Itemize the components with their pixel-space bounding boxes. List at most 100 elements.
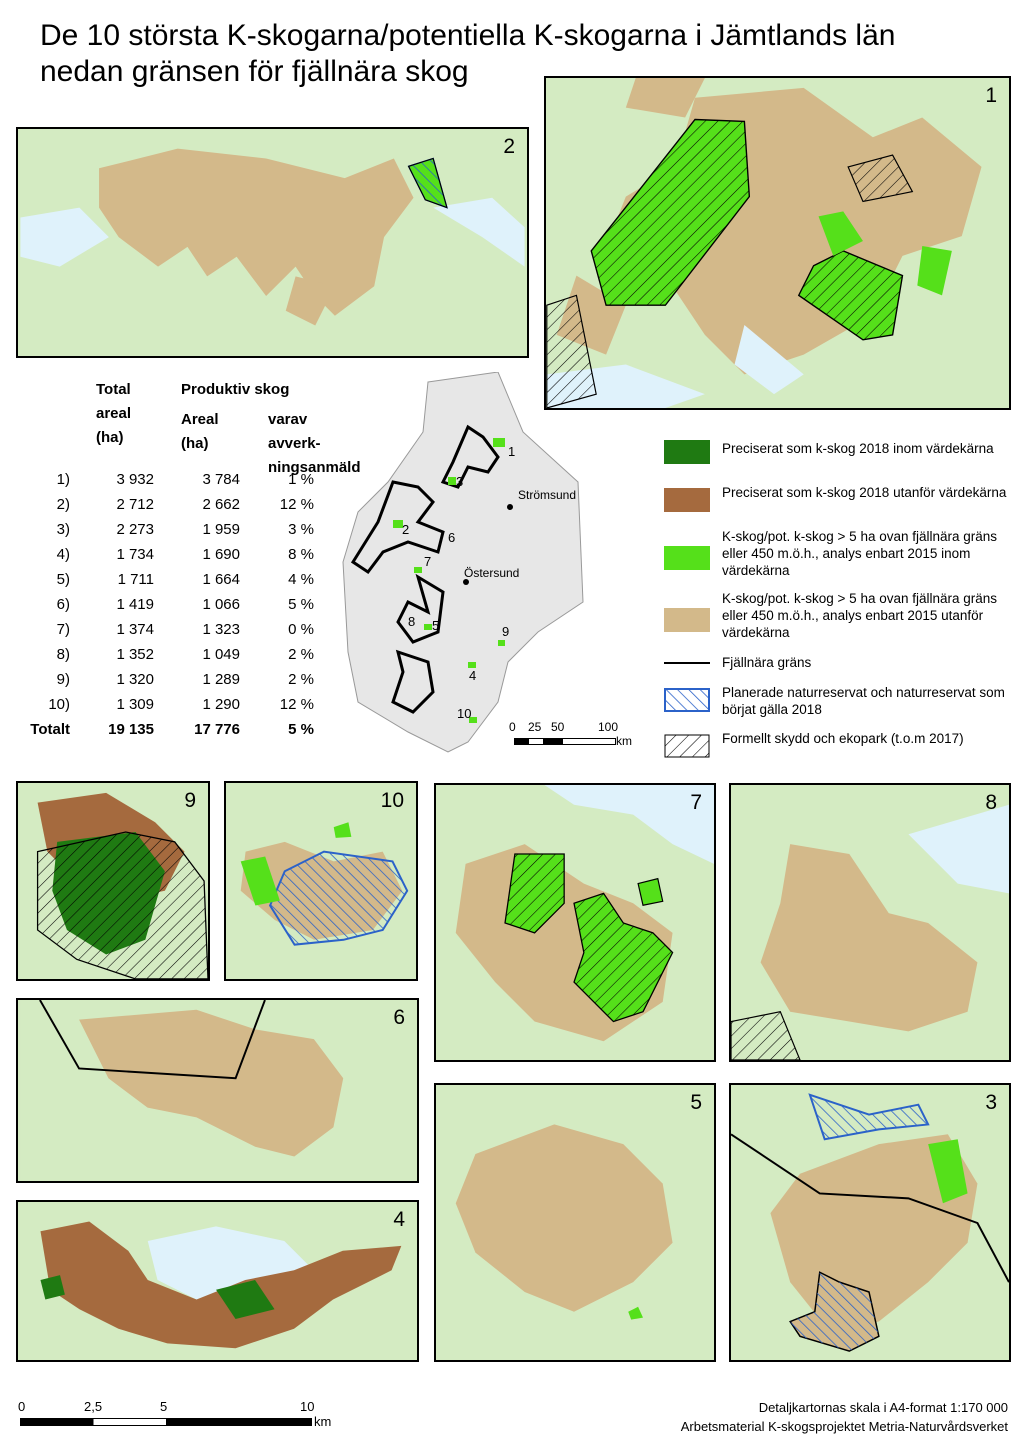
header-total-line: Total: [96, 381, 131, 398]
table-cell-id: 9): [56, 671, 70, 688]
legend-item: Preciserat som k-skog 2018 inom värdekär…: [662, 436, 1012, 476]
table-cell-areal: 1 066: [202, 596, 240, 613]
scale-label: 25: [528, 720, 542, 734]
table-cell-areal: 1 289: [202, 671, 240, 688]
scale-label: 10: [300, 1399, 315, 1414]
legend-label: Fjällnära gräns: [722, 655, 812, 670]
scale-unit: km: [314, 1414, 332, 1429]
detail-map-8-graphic: [731, 785, 1009, 1060]
legend-label: Planerade naturreservat och naturreserva…: [722, 685, 1005, 717]
legend-label: Preciserat som k-skog 2018 utanför värde…: [722, 485, 1007, 500]
credits: Detaljkartornas skala i A4-format 1:170 …: [681, 1398, 1008, 1436]
overview-map-graphic: [342, 371, 584, 753]
table-cell-pct: 0 %: [288, 621, 314, 638]
legend-swatch: [664, 662, 710, 664]
legend-swatch: [664, 608, 710, 632]
legend-item: Planerade naturreservat och naturreserva…: [662, 684, 1012, 724]
table-cell-pct: 5 %: [288, 596, 314, 613]
credits-line: Detaljkartornas skala i A4-format 1:170 …: [758, 1400, 1008, 1415]
site-number: 2: [402, 522, 410, 537]
detail-map-6: 6: [16, 998, 419, 1183]
table-row: 2) 2 712 2 662 12 %: [0, 493, 340, 517]
scale-bar: [20, 1418, 312, 1426]
table-cell-total: 2 273: [116, 521, 154, 538]
site-number: 1: [508, 444, 516, 459]
legend-label: Preciserat som k-skog 2018 inom värdekär…: [722, 441, 994, 456]
detail-map-1-graphic: [546, 78, 1009, 408]
detail-map-3-graphic: [731, 1085, 1009, 1360]
table-cell-areal: 1 959: [202, 521, 240, 538]
table-row: 3) 2 273 1 959 3 %: [0, 518, 340, 542]
detail-map-9: 9: [16, 781, 210, 981]
scale-unit: km: [616, 734, 632, 748]
table-cell-areal: 3 784: [202, 471, 240, 488]
table-cell-areal: 1 290: [202, 696, 240, 713]
detail-map-1: 1: [544, 76, 1011, 410]
detail-map-number: 6: [393, 1006, 405, 1029]
detail-map-7-graphic: [436, 785, 714, 1060]
scale-label: 50: [551, 720, 565, 734]
detail-map-number: 7: [690, 791, 702, 814]
table-cell-total: 1 711: [117, 571, 154, 588]
table-cell-pct: 3 %: [288, 521, 314, 538]
site-number: 5: [432, 618, 440, 633]
table-row: 10) 1 309 1 290 12 %: [0, 693, 340, 717]
detail-map-9-graphic: [18, 783, 208, 979]
table-cell-areal: 1 323: [202, 621, 240, 638]
scale-bar: [514, 738, 616, 745]
site-number: 9: [502, 624, 510, 639]
scale-label: 2,5: [84, 1399, 103, 1414]
detail-map-number: 4: [393, 1208, 405, 1231]
map-title: De 10 största K-skogarna/potentiella K-s…: [40, 18, 895, 90]
header-produktiv: Produktiv skog: [181, 381, 290, 398]
table-cell-areal: 1 049: [202, 646, 240, 663]
table-total-row: Totalt 19 135 17 776 5 %: [0, 718, 340, 742]
header-total-line: (ha): [96, 429, 124, 446]
site-number: 8: [408, 614, 416, 629]
table-cell-id: 10): [48, 696, 70, 713]
table-row: 8) 1 352 1 049 2 %: [0, 643, 340, 667]
scale-label: 5: [160, 1399, 168, 1414]
header-avverkning-line: ningsanmäld: [268, 459, 361, 476]
table-cell-areal: 1 664: [202, 571, 240, 588]
legend-item: K-skog/pot. k-skog > 5 ha ovan fjällnära…: [662, 528, 1012, 584]
title-line-2: nedan gränsen för fjällnära skog: [40, 55, 469, 88]
detail-map-8: 8: [729, 783, 1011, 1062]
detail-map-number: 8: [985, 791, 997, 814]
table-cell-total: 19 135: [108, 721, 154, 738]
table-cell-pct: 2 %: [288, 646, 314, 663]
table-row: 7) 1 374 1 323 0 %: [0, 618, 340, 642]
header-areal-line: Areal: [181, 411, 219, 428]
table-cell-pct: 8 %: [288, 546, 314, 563]
table-cell-id: 8): [56, 646, 70, 663]
detail-map-number: 2: [503, 135, 515, 158]
scale-label: 0: [18, 1399, 26, 1414]
table-cell-total: 2 712: [116, 496, 154, 513]
detail-map-10-graphic: [226, 783, 416, 979]
legend-swatch: [664, 488, 710, 512]
legend-label: K-skog/pot. k-skog > 5 ha ovan fjällnära…: [722, 591, 998, 640]
header-total-line: areal: [96, 405, 132, 422]
detail-map-number: 5: [690, 1091, 702, 1114]
detail-map-number: 9: [184, 789, 196, 812]
table-row: 9) 1 320 1 289 2 %: [0, 668, 340, 692]
header-avverkning-line: varav avverk-: [268, 411, 321, 452]
legend-swatch: [664, 440, 710, 464]
credits-line: Arbetsmaterial K-skogsprojektet Metria-N…: [680, 1419, 1008, 1434]
table-cell-pct: 5 %: [288, 721, 314, 738]
detail-map-2-graphic: [20, 129, 525, 356]
detail-map-4: 4: [16, 1200, 419, 1362]
legend-item: Fjällnära gräns: [662, 652, 1012, 674]
detail-map-7: 7: [434, 783, 716, 1062]
legend-item: Formellt skydd och ekopark (t.o.m 2017): [662, 730, 1012, 770]
site-number: 4: [469, 668, 477, 683]
table-cell-pct: 12 %: [279, 696, 314, 713]
detail-map-2: 2: [16, 127, 529, 358]
detail-map-3: 3: [729, 1083, 1011, 1362]
legend-swatch: [664, 688, 710, 712]
table-cell-total: 1 309: [116, 696, 154, 713]
table-row: 1) 3 932 3 784 1 %: [0, 468, 340, 492]
table-cell-total: 3 932: [116, 471, 154, 488]
header-areal-line: (ha): [181, 435, 209, 452]
table-cell-id: 3): [56, 521, 70, 538]
